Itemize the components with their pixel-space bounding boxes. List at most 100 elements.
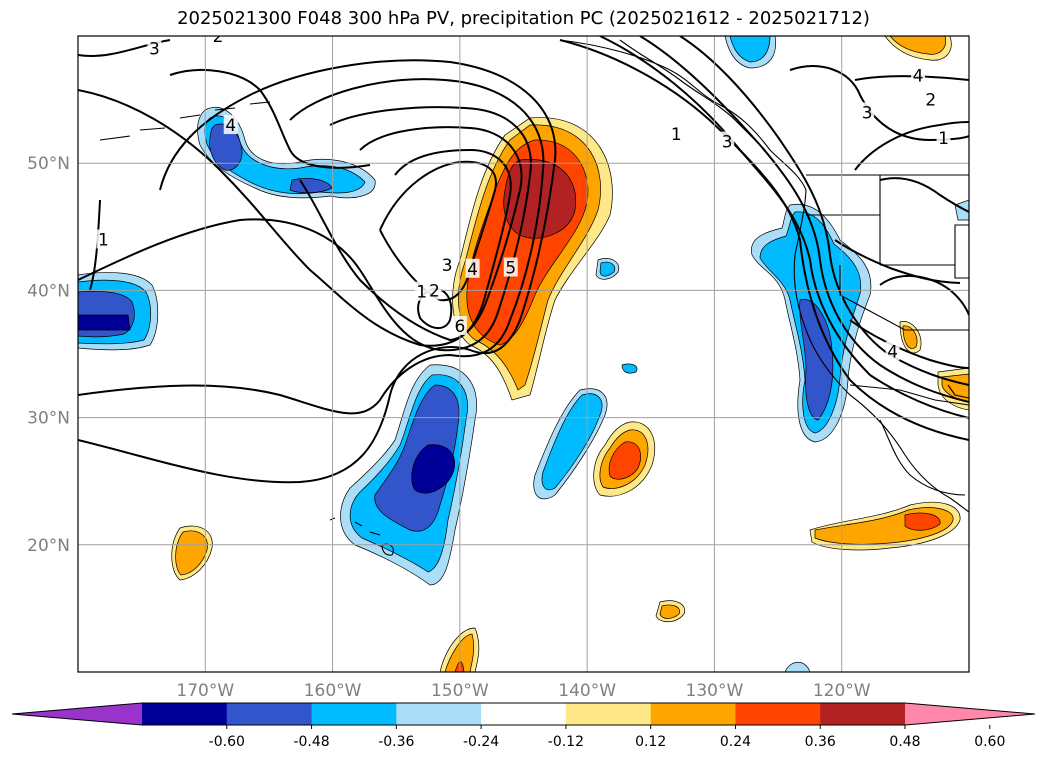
latitude-labels: 50°N 40°N 30°N 20°N bbox=[27, 154, 70, 556]
contour-label-bg bbox=[860, 102, 875, 122]
coastlines bbox=[99, 39, 969, 556]
pv-contour-line bbox=[854, 75, 969, 81]
precip-positive-region bbox=[608, 441, 641, 480]
precip-positive-region bbox=[175, 530, 208, 576]
state-border bbox=[954, 224, 969, 279]
colorbar-tick-label: 0.12 bbox=[635, 734, 666, 750]
pv-contour-line bbox=[89, 199, 101, 291]
contour-label: 1 bbox=[671, 125, 682, 145]
contour-label-bg bbox=[147, 38, 162, 58]
contour-label: 3 bbox=[442, 256, 453, 276]
contour-label: 3 bbox=[862, 103, 873, 123]
colorbar-segment bbox=[650, 703, 736, 725]
precip-positive-region bbox=[659, 604, 680, 619]
lon-tick-label: 170°W bbox=[176, 681, 234, 701]
contour-label: 4 bbox=[225, 116, 236, 136]
precip-negative-region bbox=[411, 444, 456, 494]
contour-label-bg bbox=[96, 229, 111, 249]
precip-negative-region bbox=[799, 299, 834, 421]
contour-label: 1 bbox=[938, 129, 949, 149]
contour-label-bg bbox=[669, 123, 684, 143]
contour-label: 6 bbox=[454, 317, 465, 337]
contour-label-bg bbox=[211, 36, 226, 45]
colorbar-tick-label: 0.24 bbox=[720, 734, 751, 750]
colorbar-segment bbox=[396, 703, 482, 725]
contour-label: 2 bbox=[429, 281, 440, 301]
state-border bbox=[839, 265, 906, 331]
na-coastline bbox=[619, 39, 766, 151]
colorbar-tick-label: -0.60 bbox=[209, 734, 245, 750]
contour-label: 1 bbox=[416, 283, 427, 303]
contour-label-bg bbox=[720, 131, 735, 151]
precip-positive-region bbox=[444, 633, 475, 672]
contour-label-bg bbox=[885, 341, 900, 361]
pv-contour-line bbox=[169, 69, 371, 169]
pv-contour-line bbox=[78, 106, 532, 352]
colorbar-tick-label: -0.48 bbox=[293, 734, 329, 750]
mexico-coast bbox=[947, 384, 969, 399]
contour-label: 4 bbox=[467, 260, 478, 280]
na-coastline bbox=[879, 419, 966, 496]
pv-contour-line bbox=[789, 65, 969, 142]
lat-tick-label: 40°N bbox=[27, 281, 70, 301]
pv-contour-line bbox=[78, 78, 545, 415]
pv-contour-line bbox=[849, 319, 969, 369]
chart-title: 2025021300 F048 300 hPa PV, precipitatio… bbox=[177, 8, 870, 29]
pv-contour-line bbox=[417, 288, 453, 329]
colorbar bbox=[11, 702, 1036, 726]
pv-contour-line bbox=[599, 36, 969, 419]
precip-positive-region bbox=[902, 325, 918, 349]
na-coastline bbox=[559, 39, 969, 513]
colorbar-tick-label: 0.36 bbox=[805, 734, 836, 750]
colorbar-segment bbox=[565, 703, 652, 725]
contour-label-bg bbox=[936, 127, 951, 147]
contour-label-bg bbox=[452, 316, 467, 336]
pv-contour-line bbox=[639, 36, 969, 403]
lat-tick-label: 50°N bbox=[27, 154, 70, 174]
precip-negative-region bbox=[729, 36, 771, 63]
colorbar-tick-labels: -0.60 -0.48 -0.36 -0.24 -0.12 0.12 0.24 0.36 0.4… bbox=[209, 725, 1005, 750]
lon-tick-label: 150°W bbox=[431, 681, 489, 701]
contour-label-bg bbox=[503, 257, 518, 277]
lat-tick-label: 20°N bbox=[27, 536, 70, 556]
colorbar-extend-low bbox=[12, 703, 142, 725]
colorbar-segment bbox=[226, 703, 313, 725]
precip-negative-region bbox=[78, 314, 131, 331]
pv-contour-line bbox=[679, 36, 969, 386]
colorbar-outline bbox=[11, 702, 1036, 726]
precip-shading bbox=[78, 36, 969, 672]
precip-positive-region bbox=[889, 36, 946, 55]
colorbar-extend-high bbox=[905, 703, 1035, 725]
contour-label: 4 bbox=[887, 342, 898, 362]
map-frame bbox=[77, 35, 970, 673]
longitude-labels: 170°W 160°W 150°W 140°W 130°W 120°W bbox=[176, 681, 870, 701]
colorbar-segment bbox=[311, 703, 397, 725]
pv-contour-line bbox=[834, 239, 961, 284]
colorbar-tick-label: 0.60 bbox=[974, 734, 1005, 750]
colorbar-tick-label: -0.12 bbox=[548, 734, 584, 750]
pv-contour-line bbox=[879, 177, 969, 213]
contour-label: 3 bbox=[722, 133, 733, 153]
contour-label-bg bbox=[911, 65, 926, 85]
precip-negative-region bbox=[209, 123, 243, 171]
lon-tick-label: 120°W bbox=[813, 681, 871, 701]
contour-label-bg bbox=[223, 115, 238, 135]
contour-label: 5 bbox=[505, 259, 516, 279]
lon-tick-label: 160°W bbox=[304, 681, 362, 701]
lat-tick-label: 30°N bbox=[27, 409, 70, 429]
contour-label-bg bbox=[427, 280, 442, 300]
contour-label-bg bbox=[465, 258, 480, 278]
contour-label: 3 bbox=[149, 40, 160, 60]
lon-tick-label: 140°W bbox=[558, 681, 616, 701]
precip-negative-region bbox=[621, 363, 638, 374]
pv-contour-line bbox=[78, 59, 557, 484]
aleutian-islands bbox=[99, 101, 271, 141]
colorbar-tick-label: -0.36 bbox=[378, 734, 414, 750]
us-mexico-border bbox=[849, 384, 969, 406]
colorbar-segment bbox=[735, 703, 821, 725]
colorbar-segment bbox=[142, 703, 228, 725]
colorbar-segment bbox=[820, 703, 906, 725]
contour-label: 2 bbox=[925, 91, 936, 111]
